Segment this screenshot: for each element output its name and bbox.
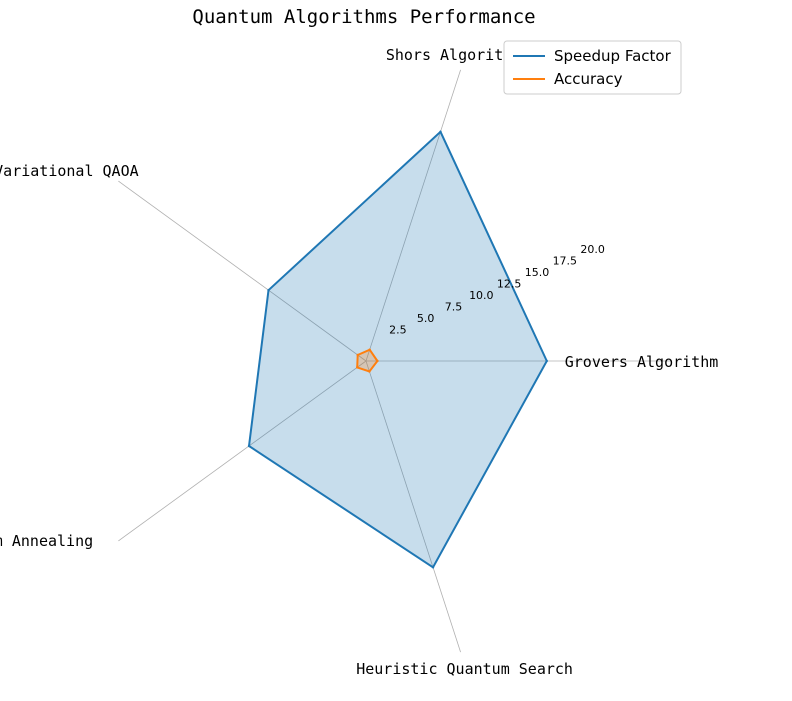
data-point-accuracy [368, 348, 371, 351]
category-label: Variational QAOA [0, 162, 139, 180]
series-line-speedup-factor [247, 130, 548, 569]
category-label: Grovers Algorithm [565, 353, 719, 371]
data-point-speedup-factor [247, 444, 251, 448]
radial-ticks: 2.5 5.0 7.5 10.012.515.017.520.0 [389, 243, 605, 337]
data-point-speedup-factor [267, 288, 270, 292]
data-point-accuracy [356, 353, 359, 357]
category-label: Quantum Annealing [0, 532, 93, 550]
data-point-accuracy [376, 359, 379, 363]
spoke-line [118, 360, 367, 542]
category-labels: Grovers Algorithm Shors Algorithm Variatio… [0, 46, 718, 678]
radial-tick-label: 20.0 [580, 243, 605, 256]
radial-tick-label: 10.0 [469, 289, 494, 302]
legend: Speedup Factor Accuracy [503, 40, 682, 95]
data-point-speedup-factor [545, 359, 548, 363]
legend-label-speedup: Speedup Factor [554, 47, 672, 65]
series-line-accuracy [356, 348, 379, 373]
radial-tick-label: 2.5 [389, 323, 407, 336]
legend-label-accuracy: Accuracy [554, 70, 623, 88]
chart-title: Quantum Algorithms Performance [192, 6, 535, 28]
data-point-accuracy [368, 370, 371, 373]
radial-tick-label: 5.0 [417, 312, 435, 325]
spoke-line [118, 180, 367, 362]
spoke-line [365, 69, 461, 362]
spoke-line [365, 360, 461, 653]
radial-tick-label: 15.0 [525, 266, 550, 279]
data-point-speedup-factor [431, 566, 435, 569]
category-label: Shors Algorithm [386, 46, 521, 64]
radial-tick-label: 12.5 [497, 277, 522, 290]
series-fill-speedup-factor [249, 131, 547, 568]
radial-tick-label: 7.5 [445, 300, 463, 313]
category-label: Heuristic Quantum Search [356, 660, 573, 678]
grid [118, 69, 673, 653]
radial-tick-label: 17.5 [553, 254, 578, 267]
legend-box [503, 40, 682, 95]
data-point-accuracy [356, 366, 359, 369]
data-point-speedup-factor [439, 130, 442, 133]
series-layer [247, 130, 548, 569]
